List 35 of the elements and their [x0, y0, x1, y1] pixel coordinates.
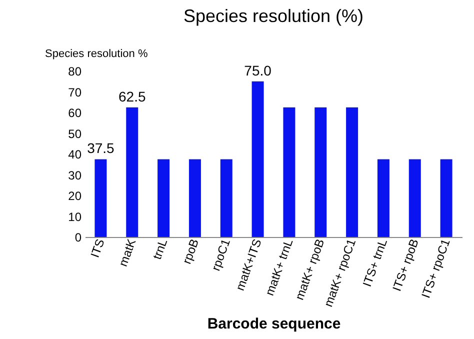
x-tick-label: ITS+ rpoB [390, 237, 422, 293]
x-tick-label: rpoC1 [208, 236, 234, 273]
y-tick-label: 60 [68, 106, 82, 120]
bar [377, 159, 390, 237]
bar [440, 159, 452, 237]
x-tick-label: ITS+ rpoC1 [418, 236, 453, 300]
bar [220, 159, 232, 237]
y-tick-label: 20 [68, 189, 82, 203]
x-tick-label: ITS [88, 237, 108, 260]
x-tick-label: ITS+ trnL [360, 236, 390, 289]
y-tick-label: 30 [68, 168, 82, 182]
data-label: 37.5 [87, 140, 115, 156]
y-tick-label: 50 [68, 126, 82, 141]
x-tick-label: rpoB [180, 237, 202, 266]
y-axis-title: Species resolution % [45, 48, 148, 60]
y-tick-label: 40 [68, 148, 82, 162]
bar [94, 159, 107, 237]
bar [126, 107, 138, 237]
x-axis-title: Barcode sequence [207, 315, 341, 332]
bar [283, 107, 296, 237]
bar [188, 159, 201, 237]
y-tick-label: 70 [68, 85, 82, 100]
data-label: 62.5 [118, 88, 146, 104]
bar [408, 159, 421, 237]
data-label: 75.0 [244, 62, 272, 78]
chart-title: Species resolution (%) [183, 6, 364, 26]
x-tick-label: trnL [150, 236, 170, 262]
bar [158, 159, 170, 237]
y-tick-label: 10 [68, 210, 82, 224]
bar [346, 107, 358, 237]
bar [314, 107, 327, 237]
bar [252, 81, 264, 237]
y-tick-label: 0 [74, 230, 82, 244]
y-tick-label: 80 [68, 64, 82, 78]
x-tick-label: matK [116, 237, 139, 268]
